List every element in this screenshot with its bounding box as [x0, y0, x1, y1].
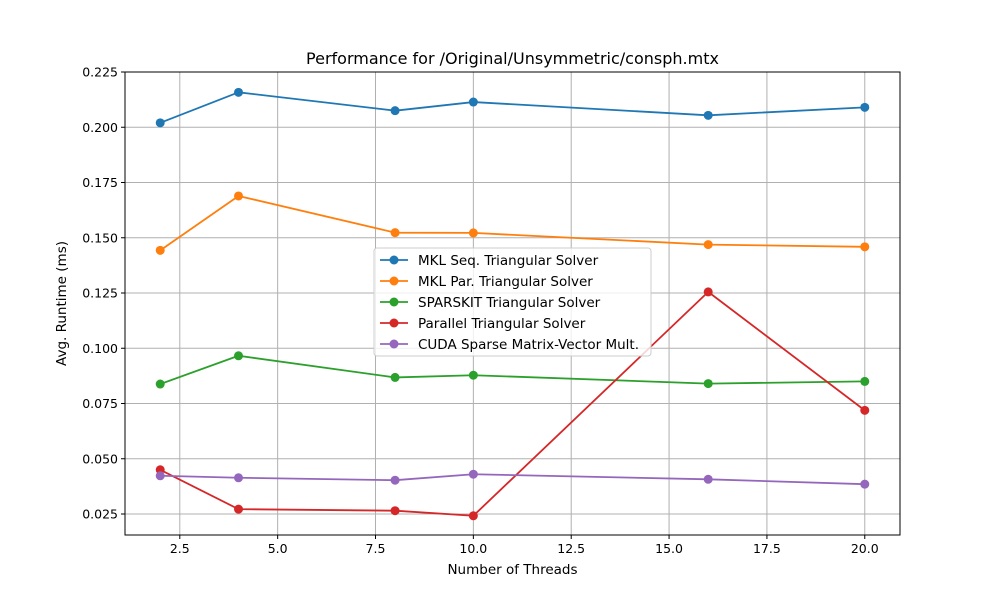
series-3 [155, 351, 870, 389]
x-axis-label: Number of Threads [447, 562, 577, 578]
data-point [155, 471, 165, 481]
data-point [703, 379, 713, 389]
y-tick-label: 0.050 [82, 451, 118, 466]
y-tick-label: 0.225 [82, 65, 118, 80]
legend-label: Parallel Triangular Solver [418, 316, 586, 332]
y-tick-label: 0.125 [82, 286, 118, 301]
data-point [468, 97, 478, 107]
legend-entry: SPARSKIT Triangular Solver [380, 295, 601, 311]
y-axis: 0.025 0.050 0.075 0.100 0.125 0.150 0.175 0.200… [82, 65, 125, 522]
legend-label: MKL Par. Triangular Solver [418, 274, 593, 290]
data-point [468, 228, 478, 238]
legend-label: CUDA Sparse Matrix-Vector Mult. [418, 337, 639, 353]
legend-label: MKL Seq. Triangular Solver [418, 253, 599, 269]
y-axis-label: Avg. Runtime (ms) [54, 241, 70, 366]
data-point [234, 87, 244, 97]
y-tick-label: 0.175 [82, 175, 118, 190]
data-point [234, 504, 244, 514]
legend-entry: CUDA Sparse Matrix-Vector Mult. [380, 337, 639, 353]
data-point [390, 106, 400, 116]
data-point [468, 511, 478, 521]
data-point [390, 372, 400, 382]
data-point [860, 242, 870, 252]
data-point [860, 376, 870, 386]
series-2 [155, 191, 870, 255]
data-point [234, 191, 244, 201]
series-line [160, 473, 865, 486]
data-point [155, 245, 165, 255]
data-point [390, 228, 400, 238]
legend-marker [389, 255, 399, 265]
x-tick-label: 20.0 [851, 541, 879, 556]
data-point [234, 351, 244, 361]
x-axis: 2.5 5.0 7.5 10.0 12.5 15.0 17.5 20.0 [170, 535, 879, 556]
series-line [159, 354, 865, 385]
data-point [390, 475, 400, 485]
legend-marker [389, 339, 399, 349]
series-line [159, 91, 865, 124]
x-tick-label: 12.5 [557, 541, 585, 556]
legend-box [373, 247, 652, 357]
data-point [860, 405, 870, 415]
data-point [155, 118, 165, 128]
data-point [468, 469, 478, 479]
series-5 [155, 469, 870, 489]
x-tick-label: 5.0 [268, 541, 288, 556]
data-point [390, 506, 400, 516]
y-tick-label: 0.075 [82, 396, 118, 411]
data-point [234, 473, 244, 483]
data-point [703, 240, 713, 250]
x-tick-label: 7.5 [366, 541, 386, 556]
series-layer [155, 87, 870, 521]
legend: MKL Seq. Triangular Solver MKL Par. Trian… [373, 247, 652, 357]
y-tick-label: 0.200 [82, 120, 118, 135]
x-tick-label: 10.0 [459, 541, 487, 556]
grid-lines [125, 71, 900, 535]
data-point [703, 110, 713, 120]
chart-title: Performance for /Original/Unsymmetric/co… [306, 49, 719, 68]
legend-marker [389, 297, 399, 307]
legend-entry: MKL Seq. Triangular Solver [380, 253, 599, 269]
data-point [860, 479, 870, 489]
x-tick-label: 15.0 [655, 541, 683, 556]
legend-marker [389, 318, 399, 328]
legend-marker [389, 276, 399, 286]
series-1 [155, 87, 870, 128]
data-point [155, 379, 165, 389]
series-line [159, 290, 866, 517]
legend-entry: Parallel Triangular Solver [380, 316, 586, 332]
data-point [860, 102, 870, 112]
plot-frame [124, 71, 901, 536]
y-tick-label: 0.025 [82, 507, 118, 522]
y-tick-label: 0.150 [82, 230, 118, 245]
series-4 [155, 287, 870, 521]
x-tick-label: 2.5 [170, 541, 190, 556]
series-line [159, 195, 865, 252]
data-point [703, 474, 713, 484]
legend-label: SPARSKIT Triangular Solver [418, 295, 601, 311]
data-point [703, 287, 713, 297]
data-point [468, 370, 478, 380]
y-tick-label: 0.100 [82, 341, 118, 356]
x-tick-label: 17.5 [753, 541, 781, 556]
legend-entry: MKL Par. Triangular Solver [380, 274, 593, 290]
